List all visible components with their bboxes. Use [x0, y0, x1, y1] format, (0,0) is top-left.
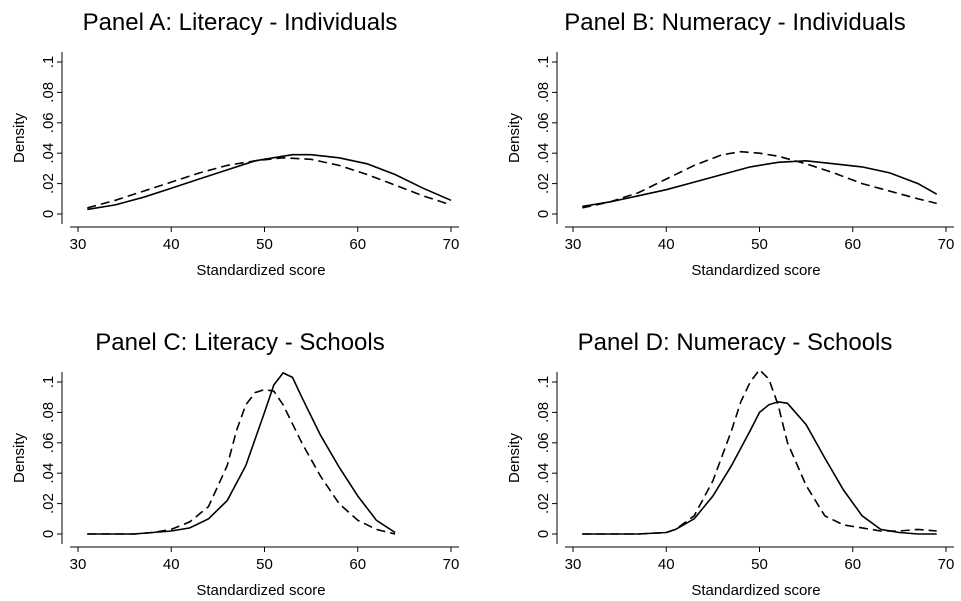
y-tick-label: .1 — [40, 56, 57, 69]
chart-title: Panel B: Numeracy - Individuals — [564, 9, 905, 36]
x-tick-label: 70 — [938, 236, 955, 253]
y-tick-label: .04 — [535, 143, 552, 164]
y-axis-title: Density — [11, 112, 28, 163]
series-line-solid — [582, 400, 937, 535]
series-line-dashed — [582, 150, 937, 209]
series-line-solid — [582, 159, 938, 208]
chart-title: Panel C: Literacy - Schools — [95, 329, 384, 356]
y-tick-label: .06 — [535, 432, 552, 453]
chart-panel-3: Panel C: Literacy - Schools 0 .02 .04 .06 .08… — [11, 329, 460, 599]
x-tick-label: 50 — [751, 556, 768, 573]
y-tick-label: .02 — [535, 173, 552, 194]
x-tick-label: 60 — [349, 236, 366, 253]
x-tick-label: 30 — [70, 236, 87, 253]
x-tick-label: 40 — [658, 236, 675, 253]
chart-title: Panel A: Literacy - Individuals — [83, 9, 398, 36]
x-tick-label: 60 — [844, 236, 861, 253]
x-tick-label: 70 — [443, 556, 460, 573]
y-tick-label: .1 — [535, 376, 552, 389]
y-tick-label: .04 — [40, 143, 57, 164]
y-tick-label: .04 — [40, 463, 57, 484]
y-tick-label: .08 — [535, 402, 552, 423]
series-line-dashed — [87, 388, 396, 535]
y-axis-title: Density — [506, 432, 523, 483]
x-tick-label: 70 — [938, 556, 955, 573]
series-line-solid — [87, 371, 396, 535]
y-tick-label: .02 — [40, 493, 57, 514]
x-tick-label: 40 — [163, 556, 180, 573]
y-tick-label: .02 — [40, 173, 57, 194]
chart-panel-4: Panel D: Numeracy - Schools 0 .02 .04 .06 .08… — [506, 329, 955, 599]
x-tick-label: 50 — [751, 236, 768, 253]
x-tick-label: 40 — [163, 236, 180, 253]
x-axis-title: Standardized score — [196, 582, 325, 599]
y-tick-label: .08 — [40, 402, 57, 423]
y-axis-title: Density — [506, 112, 523, 163]
y-tick-label: .08 — [40, 82, 57, 103]
series-line-dashed — [582, 368, 937, 535]
series-line-dashed — [87, 156, 452, 209]
y-tick-label: .06 — [40, 112, 57, 133]
y-tick-label: 0 — [535, 210, 552, 218]
y-tick-label: 0 — [40, 530, 57, 538]
x-tick-label: 50 — [256, 556, 273, 573]
y-tick-label: .02 — [535, 493, 552, 514]
x-tick-label: 30 — [70, 556, 87, 573]
chart-panel-2: Panel B: Numeracy - Individuals 0 .02 .04 .0… — [506, 9, 955, 279]
y-tick-label: .06 — [535, 112, 552, 133]
x-tick-label: 60 — [349, 556, 366, 573]
y-tick-label: .06 — [40, 432, 57, 453]
x-tick-label: 70 — [443, 236, 460, 253]
chart-title: Panel D: Numeracy - Schools — [578, 329, 893, 356]
y-axis-title: Density — [11, 432, 28, 483]
x-tick-label: 60 — [844, 556, 861, 573]
x-tick-label: 50 — [256, 236, 273, 253]
y-tick-label: .08 — [535, 82, 552, 103]
chart-panel-1: Panel A: Literacy - Individuals 0 .02 .04 .0… — [11, 9, 460, 279]
x-tick-label: 40 — [658, 556, 675, 573]
x-axis-title: Standardized score — [691, 262, 820, 279]
x-tick-label: 30 — [565, 556, 582, 573]
series-line-solid — [87, 153, 452, 211]
y-tick-label: .04 — [535, 463, 552, 484]
x-axis-title: Standardized score — [691, 582, 820, 599]
y-tick-label: .1 — [40, 376, 57, 389]
y-tick-label: 0 — [40, 210, 57, 218]
y-tick-label: 0 — [535, 530, 552, 538]
x-tick-label: 30 — [565, 236, 582, 253]
x-axis-title: Standardized score — [196, 262, 325, 279]
y-tick-label: .1 — [535, 56, 552, 69]
